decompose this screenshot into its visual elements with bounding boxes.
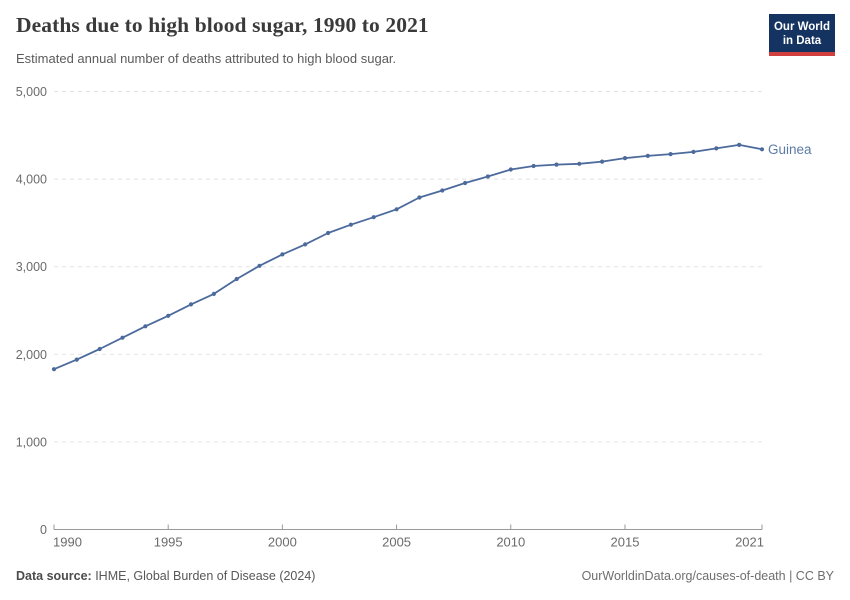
x-tick-label: 1990 (53, 535, 82, 550)
x-tick-label: 1995 (154, 535, 183, 550)
data-point[interactable] (691, 149, 696, 154)
y-tick-label: 5,000 (16, 85, 47, 99)
data-point[interactable] (188, 302, 194, 307)
data-source-label: Data source: (16, 569, 92, 583)
data-point[interactable] (51, 367, 57, 372)
x-tick-label: 2000 (268, 535, 297, 550)
y-tick-label: 2,000 (16, 348, 47, 362)
data-point[interactable] (485, 174, 490, 179)
data-point[interactable] (303, 242, 308, 247)
chart-title: Deaths due to high blood sugar, 1990 to … (16, 13, 429, 37)
data-point[interactable] (326, 230, 331, 236)
y-tick-label: 3,000 (16, 260, 47, 274)
data-point[interactable] (280, 252, 285, 257)
data-point[interactable] (371, 215, 376, 220)
data-point[interactable] (97, 346, 102, 352)
data-point[interactable] (394, 207, 399, 212)
x-tick-label: 2005 (382, 535, 411, 550)
x-tick-label: 2015 (611, 535, 640, 550)
data-point[interactable] (737, 142, 742, 147)
data-point[interactable] (508, 167, 513, 172)
y-tick-label: 1,000 (16, 435, 47, 449)
data-point[interactable] (622, 156, 628, 161)
data-line[interactable] (53, 143, 763, 371)
chart-subtitle: Estimated annual number of deaths attrib… (16, 51, 397, 66)
data-point[interactable] (143, 324, 148, 329)
data-point[interactable] (440, 188, 445, 193)
data-point[interactable] (554, 162, 559, 167)
data-point[interactable] (645, 153, 650, 158)
x-tick-label: 2021 (735, 535, 764, 550)
data-point[interactable] (531, 163, 536, 169)
data-source: Data source: IHME, Global Burden of Dise… (16, 569, 315, 589)
data-point[interactable] (668, 152, 673, 157)
data-point[interactable] (211, 291, 216, 296)
data-point[interactable] (714, 146, 719, 151)
data-point[interactable] (120, 335, 125, 340)
y-tick-label: 0 (40, 523, 47, 537)
owid-logo-line2: in Data (782, 35, 822, 48)
series-label-guinea: Guinea (768, 142, 812, 157)
data-point[interactable] (348, 222, 353, 227)
owid-logo-line1: Our World (773, 21, 830, 33)
data-point[interactable] (759, 147, 765, 152)
data-point[interactable] (166, 313, 171, 318)
data-point[interactable] (417, 195, 422, 200)
owid-logo[interactable]: Our World in Data (769, 14, 835, 57)
x-tick-label: 2010 (496, 535, 525, 550)
data-point[interactable] (234, 276, 239, 282)
data-point[interactable] (577, 161, 582, 166)
data-point[interactable] (463, 180, 468, 186)
data-point[interactable] (257, 263, 262, 268)
data-point[interactable] (600, 159, 605, 164)
attribution-link[interactable]: OurWorldinData.org/causes-of-death | CC … (581, 569, 834, 583)
data-source-text: IHME, Global Burden of Disease (2024) (91, 569, 316, 583)
chart-footer: Data source: IHME, Global Burden of Dise… (16, 569, 834, 589)
data-point[interactable] (74, 357, 79, 362)
y-tick-label: 4,000 (16, 173, 47, 187)
